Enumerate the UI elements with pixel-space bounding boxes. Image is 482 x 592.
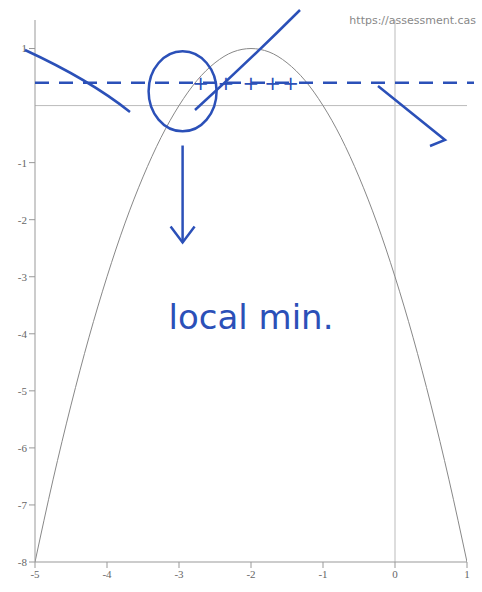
svg-text:-5: -5 <box>18 385 28 397</box>
svg-text:0: 0 <box>392 568 398 580</box>
svg-text:-2: -2 <box>18 214 27 226</box>
svg-text:-3: -3 <box>174 568 184 580</box>
svg-text:+: + <box>264 71 281 95</box>
svg-text:-4: -4 <box>102 568 112 580</box>
svg-text:-7: -7 <box>18 499 28 511</box>
svg-text:+: + <box>282 71 299 95</box>
svg-text:1: 1 <box>464 568 470 580</box>
svg-text:-8: -8 <box>18 556 28 568</box>
svg-text:local min.: local min. <box>169 297 334 337</box>
svg-text:-1: -1 <box>18 157 27 169</box>
svg-text:-3: -3 <box>18 271 28 283</box>
svg-text:+: + <box>243 71 260 95</box>
svg-text:1: 1 <box>22 42 28 54</box>
svg-text:-1: -1 <box>318 568 327 580</box>
svg-text:-5: -5 <box>30 568 40 580</box>
svg-text:+: + <box>217 71 234 95</box>
svg-text:+: + <box>192 71 209 95</box>
svg-text:-2: -2 <box>246 568 255 580</box>
svg-text:-4: -4 <box>18 328 28 340</box>
svg-text:https://assessment.cas: https://assessment.cas <box>349 14 476 27</box>
svg-text:-6: -6 <box>18 442 28 454</box>
